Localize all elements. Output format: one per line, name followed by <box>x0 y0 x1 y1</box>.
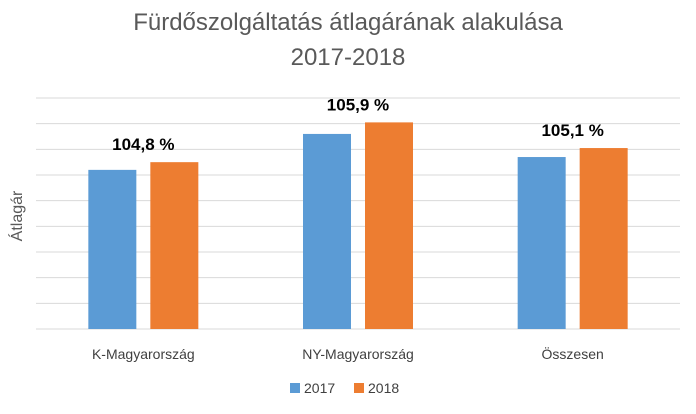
bar-2017-1 <box>303 133 351 329</box>
chart-title-line-2: 2017-2018 <box>291 44 406 71</box>
category-labels-group: K-Magyarország NY-Magyarország Összesen <box>92 345 604 362</box>
y-axis-label: Átlagár <box>7 190 26 241</box>
bar-2018-2 <box>579 148 628 329</box>
bars-group <box>88 122 628 329</box>
chart-title-line-1: Fürdőszolgáltatás átlagárának alakulása <box>133 9 563 36</box>
bar-2018-1 <box>365 122 413 329</box>
bar-2017-2 <box>517 157 566 329</box>
legend-swatch-2017 <box>290 383 300 393</box>
data-label-0: 104,8 % <box>112 135 174 154</box>
data-label-1: 105,9 % <box>327 95 389 114</box>
data-label-2: 105,1 % <box>541 121 603 140</box>
bar-2017-0 <box>88 169 137 329</box>
category-label-1: NY-Magyarország <box>302 346 414 362</box>
bar-2018-0 <box>150 162 199 329</box>
legend-label-2017: 2017 <box>304 380 335 396</box>
category-label-0: K-Magyarország <box>92 346 195 362</box>
category-label-2: Összesen <box>542 345 604 362</box>
legend: 2017 2018 <box>290 380 399 396</box>
data-labels-group: 104,8 % 105,9 % 105,1 % <box>112 95 604 154</box>
legend-swatch-2018 <box>354 383 364 393</box>
gridlines <box>36 97 680 330</box>
legend-label-2018: 2018 <box>368 380 399 396</box>
